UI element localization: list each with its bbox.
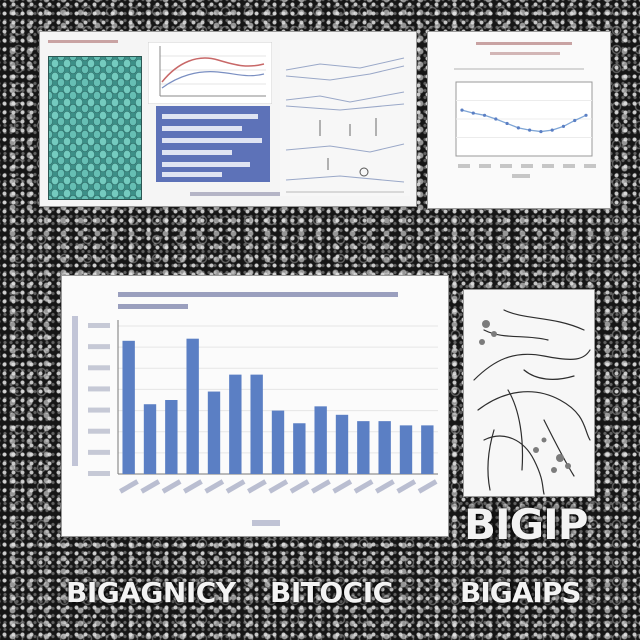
panel-subheader-line [490, 52, 560, 55]
series-point [550, 128, 554, 132]
collage-panel-top-left [40, 32, 416, 206]
x-tick-blur [479, 164, 491, 168]
caption-big: BIGIP [464, 500, 589, 549]
x-tick-blur [183, 479, 203, 494]
y-tick-blur [88, 449, 110, 455]
series-point [539, 129, 543, 134]
y-tick-blur [88, 323, 110, 328]
x-tick-blur [417, 479, 438, 494]
y-axis-label-blur [72, 316, 78, 466]
x-tick-blur [563, 164, 575, 168]
x-tick-blur [268, 479, 289, 494]
bar [271, 410, 285, 474]
series-point [460, 108, 464, 112]
collage-panel-top-right [428, 32, 610, 208]
x-tick-blur [119, 479, 139, 494]
bar [207, 391, 221, 474]
horizontal-bars-graphic [156, 106, 270, 182]
x-tick-blur [332, 479, 353, 494]
x-tick-blur [584, 164, 596, 168]
cell-mosaic-image [48, 56, 142, 200]
y-tick-blur [88, 365, 110, 371]
x-tick-blur [247, 479, 267, 494]
x-tick-blur [161, 479, 182, 494]
x-tick-blur [458, 164, 470, 168]
bar [399, 425, 413, 474]
bar [122, 340, 135, 474]
bar [378, 421, 391, 474]
y-tick-blur [88, 471, 110, 476]
x-tick-blur [542, 164, 554, 168]
branch-sketch-graphic [464, 290, 594, 496]
x-tick-blur [500, 164, 512, 168]
series-point [505, 121, 509, 126]
x-tick-blur [521, 164, 533, 168]
bar [250, 374, 263, 474]
panel-rule [454, 68, 584, 70]
branch-sketch-panel [464, 290, 594, 496]
y-tick-blur [88, 344, 110, 350]
x-tick-blur [204, 479, 225, 494]
line-sketch-graphic [280, 40, 410, 196]
series-point [561, 124, 566, 128]
mini-area-chart [148, 42, 272, 104]
series-point [482, 113, 487, 117]
bar [314, 406, 327, 474]
bar [229, 374, 242, 474]
caption-bottom-right: BIGAIPS [460, 576, 582, 609]
panel-caption-line [190, 192, 280, 196]
x-axis-label-blur [252, 520, 280, 526]
bar [143, 404, 157, 474]
caption-bottom-left: BIGAGNICY [66, 576, 236, 609]
x-tick-blur [353, 479, 374, 494]
bar [421, 425, 434, 474]
series-point [471, 111, 475, 115]
x-tick-blur [140, 479, 161, 494]
x-tick-blur [225, 479, 246, 494]
x-tick-blur [375, 479, 395, 494]
y-tick-blur [88, 407, 110, 413]
x-tick-blur [311, 479, 331, 494]
bar [357, 421, 370, 474]
bar [335, 414, 349, 474]
x-tick-blur [396, 479, 417, 494]
series-point [494, 117, 498, 121]
x-axis-label-blur [512, 174, 530, 178]
bar-chart [72, 316, 438, 526]
caption-bottom-middle: BITOCIC [270, 576, 393, 609]
bar [165, 400, 178, 474]
panel-header-line [476, 42, 572, 45]
bar [293, 423, 306, 474]
series-line [461, 109, 587, 133]
bar [186, 338, 199, 474]
x-tick-blur [289, 479, 310, 494]
line-chart [455, 81, 596, 178]
series-point [528, 128, 532, 132]
bar-chart-panel [62, 276, 448, 536]
series-point [573, 118, 577, 123]
series-point [584, 113, 588, 117]
y-tick-blur [88, 428, 110, 434]
chart-subtitle-blur [118, 304, 188, 309]
series-point [516, 126, 520, 130]
chart-title-blur [118, 292, 398, 297]
y-tick-blur [88, 386, 110, 392]
panel-header-line [48, 40, 118, 43]
